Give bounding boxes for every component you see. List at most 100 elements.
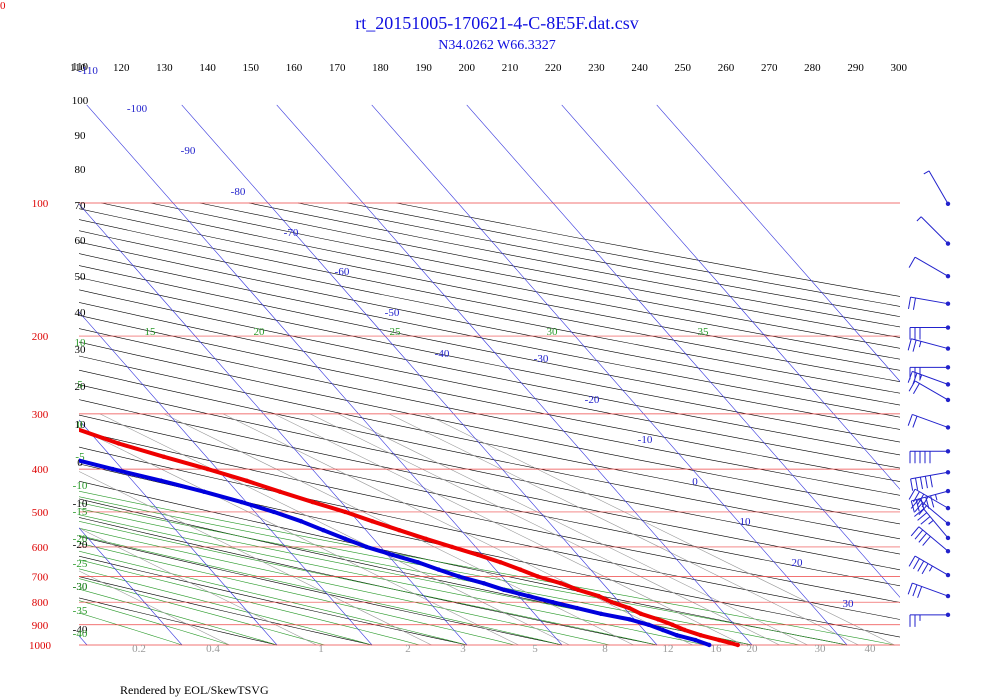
- mixing-ratio-label: 5: [532, 643, 538, 655]
- wind-barb-half-feather: [918, 341, 922, 348]
- wind-barb-station: [945, 382, 951, 387]
- dewpoint-point: [271, 509, 277, 515]
- moist-adiabat-label: 25: [390, 326, 402, 338]
- dewpoint-point: [158, 478, 164, 483]
- pressure-label: 400: [32, 464, 49, 476]
- wind-barb-feather: [912, 415, 918, 428]
- isotherm-label: -60: [335, 266, 350, 278]
- dewpoint-point: [110, 466, 115, 472]
- wind-barb-feather: [922, 536, 931, 546]
- pressure-label: 600: [32, 542, 49, 554]
- moist-adiabat-left-label: -15: [73, 506, 88, 518]
- moist-adiabat-left-label: -40: [73, 628, 88, 640]
- wind-barb-staff: [910, 296, 949, 305]
- dewpoint-point: [574, 605, 580, 611]
- mixing-ratio-line: [273, 413, 744, 646]
- mixing-ratio-line: [337, 413, 808, 646]
- dry-adiabat: [79, 355, 900, 525]
- wind-barb-station: [945, 425, 951, 430]
- left-temp-label: 90: [75, 130, 87, 142]
- wind-barb-feather: [908, 380, 916, 392]
- mixing-ratio-label: 3: [460, 643, 466, 655]
- wind-barb-half-feather: [934, 494, 938, 501]
- wind-barb-feather: [907, 582, 913, 595]
- wind-barb-feather: [914, 502, 924, 512]
- left-temp-label: -20: [73, 539, 88, 551]
- temperature-line: [79, 427, 739, 647]
- dewpoint-point: [62, 455, 66, 459]
- temperature-point: [656, 617, 661, 622]
- wind-barb-feather: [908, 256, 916, 268]
- mixing-ratio-line: [424, 413, 895, 646]
- dry-adiabat: [79, 265, 900, 430]
- moist-adiabat: [79, 496, 848, 646]
- temperature-point: [575, 587, 581, 592]
- isotherm-line: [276, 104, 753, 646]
- moist-adiabat-label: 20: [254, 326, 266, 338]
- isotherm-label: -70: [284, 227, 299, 239]
- wind-barb: [908, 555, 951, 578]
- top-tick-label: 300: [891, 62, 908, 74]
- temperature-point: [498, 560, 503, 565]
- left-temp-label: 70: [75, 200, 87, 212]
- dry-adiabat: [79, 315, 900, 482]
- temperature-point: [343, 509, 348, 515]
- dewpoint-point: [299, 519, 304, 524]
- pressure-label: 800: [32, 597, 49, 609]
- wind-barb-station: [945, 346, 951, 351]
- dry-adiabat: [79, 517, 658, 646]
- temperature-point: [244, 478, 249, 483]
- wind-barb-station: [945, 201, 951, 206]
- temperature-point: [535, 574, 540, 579]
- moist-adiabat-left-label: -10: [73, 480, 88, 492]
- moist-adiabat-label: 30: [547, 326, 559, 338]
- mixing-ratio-line: [222, 413, 693, 646]
- wind-barb-station: [945, 612, 951, 618]
- top-tick-label: 210: [502, 62, 519, 74]
- wind-barb: [909, 325, 951, 340]
- isotherm-label: -10: [638, 434, 653, 446]
- dry-adiabat: [79, 576, 373, 646]
- wind-barb-feather: [908, 297, 912, 309]
- moist-adiabat-label: 35: [698, 326, 710, 338]
- mixing-ratio-label: 0.4: [206, 643, 220, 655]
- temperature-point: [558, 581, 564, 586]
- dry-adiabat: [396, 202, 900, 297]
- moist-adiabat: [79, 600, 230, 646]
- wind-barb: [914, 508, 951, 541]
- pressure-label: 100: [32, 198, 49, 210]
- temperature-point: [205, 466, 210, 472]
- isotherm-line: [79, 311, 373, 646]
- wind-barb-feather: [919, 477, 924, 490]
- temperature-point: [397, 528, 402, 533]
- temperature-point: [161, 454, 166, 459]
- wind-barb: [916, 216, 951, 246]
- grid-lines: [79, 104, 900, 646]
- wind-barb-station: [945, 470, 951, 475]
- pressure-label: 500: [32, 507, 49, 519]
- top-tick-label: 280: [804, 62, 821, 74]
- dry-adiabat: [79, 208, 900, 371]
- left-temp-label: 30: [75, 344, 87, 356]
- dry-adiabat: [79, 219, 900, 382]
- dewpoint-point: [436, 567, 441, 572]
- isotherm-line: [561, 104, 900, 490]
- wind-barb-staff: [914, 380, 949, 401]
- wind-barb-feather: [917, 512, 928, 521]
- temperature-point: [449, 544, 455, 550]
- mixing-ratio-label: 30: [815, 643, 827, 655]
- dewpoint-point: [660, 627, 665, 633]
- dry-adiabat: [79, 277, 900, 443]
- dry-adiabat: [79, 480, 848, 646]
- temperature-point: [423, 536, 428, 541]
- mixing-ratio-label: 40: [865, 643, 877, 655]
- isotherm-label: -30: [534, 353, 549, 365]
- wind-barb-feather: [912, 339, 917, 352]
- mixing-ratio-label: 8: [602, 643, 608, 655]
- dry-adiabat: [79, 369, 900, 540]
- wind-barb: [909, 449, 951, 464]
- wind-barb: [907, 370, 951, 387]
- wind-barb-staff: [912, 370, 949, 385]
- top-tick-label: 270: [761, 62, 778, 74]
- left-temp-label: -30: [73, 581, 88, 593]
